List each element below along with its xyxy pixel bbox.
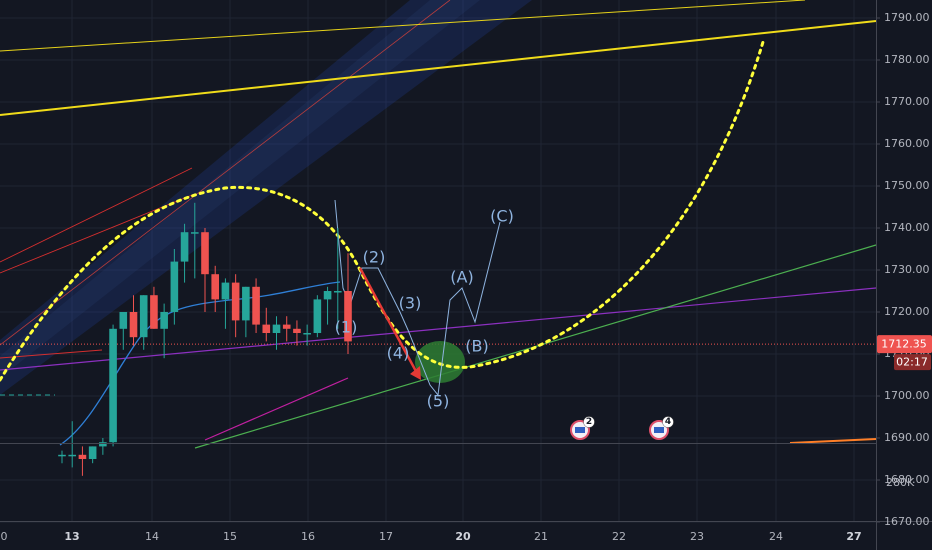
- purple-trend-line: [0, 287, 877, 371]
- candle-body: [68, 454, 77, 457]
- countdown-badge: [894, 354, 931, 371]
- time-tick-label: 13: [64, 530, 79, 543]
- candle-body: [293, 328, 301, 333]
- time-tick-label: 15: [223, 530, 237, 543]
- candle-body: [272, 324, 281, 333]
- price-tick-label: 1780.00: [884, 53, 930, 66]
- candle-body: [211, 274, 220, 300]
- candle-body: [58, 454, 66, 457]
- wave-labels: (1) (2) (3) (4) (5) (A) (B) (C) 2 4: [335, 207, 674, 440]
- current-price-badge: [877, 335, 932, 354]
- candle-body: [252, 286, 260, 325]
- red-short-line: [0, 349, 103, 359]
- candle-body: [262, 324, 271, 333]
- wave-label-0: (1): [335, 318, 358, 337]
- price-tick-label: 1790.00: [884, 11, 930, 24]
- candle-body: [303, 333, 311, 335]
- flag-icon: [654, 427, 664, 433]
- event-count-badge: [662, 416, 674, 428]
- candle-body: [150, 295, 158, 329]
- candle-body: [139, 295, 148, 338]
- red-trend-line-2: [0, 194, 193, 274]
- red-arrow-line: [358, 267, 420, 376]
- candle-body: [78, 454, 87, 459]
- candle-body: [282, 324, 291, 329]
- price-tick-label: 1700.00: [884, 389, 930, 402]
- wave-label-7: (C): [490, 207, 514, 226]
- red-trend-line: [0, 167, 193, 263]
- target-zone-ellipse: [415, 341, 465, 383]
- price-axis-panel: [876, 0, 932, 550]
- time-tick-label: 27: [846, 530, 861, 543]
- yellow-trend-line-thick: [0, 20, 877, 116]
- candle-body: [88, 446, 97, 459]
- time-tick-label: 22: [612, 530, 626, 543]
- candle-body: [323, 291, 332, 300]
- time-tick-label: 23: [690, 530, 704, 543]
- time-tick-label: 14: [145, 530, 159, 543]
- candle-body: [201, 232, 209, 275]
- candle-body: [170, 261, 179, 312]
- candle-body: [160, 312, 168, 329]
- orange-line: [789, 438, 877, 444]
- candle-body: [221, 282, 230, 300]
- candle-body: [313, 299, 322, 333]
- event-count-badge: [583, 416, 595, 428]
- candle-body: [180, 232, 189, 262]
- price-tick-label: 1720.00: [884, 305, 930, 318]
- time-tick-label: 17: [379, 530, 393, 543]
- candle-body: [231, 282, 240, 321]
- wave-label-5: (A): [450, 268, 473, 287]
- candle-body: [119, 312, 128, 329]
- price-tick-label: 1740.00: [884, 221, 930, 234]
- wave-label-4: (5): [427, 392, 450, 411]
- moving-average-line: [59, 281, 341, 446]
- price-tick-label: 1770.00: [884, 95, 930, 108]
- candle-body: [190, 232, 199, 234]
- countdown-label: 02:17: [896, 356, 928, 369]
- time-tick-label: 24: [769, 530, 783, 543]
- candle-body: [333, 291, 342, 293]
- magenta-line: [204, 377, 349, 441]
- candle-body: [242, 286, 250, 321]
- price-tick-label: 1730.00: [884, 263, 930, 276]
- current-price-label: 1712.35: [881, 338, 927, 351]
- wave-label-3: (4): [387, 344, 410, 363]
- flag-icon: [575, 427, 585, 433]
- time-tick-label: 20: [455, 530, 471, 543]
- candle-body: [344, 291, 352, 342]
- regression-channel-center: [0, 0, 480, 378]
- event-count: 2: [586, 417, 592, 427]
- price-tick-label: 1670.00: [884, 515, 930, 528]
- volume-axis-label: 280K: [886, 476, 915, 489]
- price-tick-label: 1690.00: [884, 431, 930, 444]
- dotted-projection-curve: [0, 40, 765, 382]
- candle-body: [109, 328, 117, 443]
- price-tick-label: 1750.00: [884, 179, 930, 192]
- candle-body: [129, 312, 138, 338]
- channel-upper-line: [0, 0, 451, 346]
- candlestick-series: [58, 202, 352, 476]
- wave-label-6: (B): [465, 337, 488, 356]
- wave-label-1: (2): [363, 248, 386, 267]
- time-tick-label: 21: [534, 530, 548, 543]
- red-arrow-head: [410, 366, 421, 380]
- time-tick-label-partial: 0: [1, 530, 8, 543]
- wave-label-2: (3): [399, 294, 422, 313]
- yellow-trend-line-thin: [0, 0, 806, 52]
- time-tick-label: 16: [301, 530, 315, 543]
- event-count: 4: [665, 417, 671, 427]
- price-tick-label: 1760.00: [884, 137, 930, 150]
- candle-body: [99, 442, 107, 447]
- price-tick-label: 1680.00: [884, 473, 930, 486]
